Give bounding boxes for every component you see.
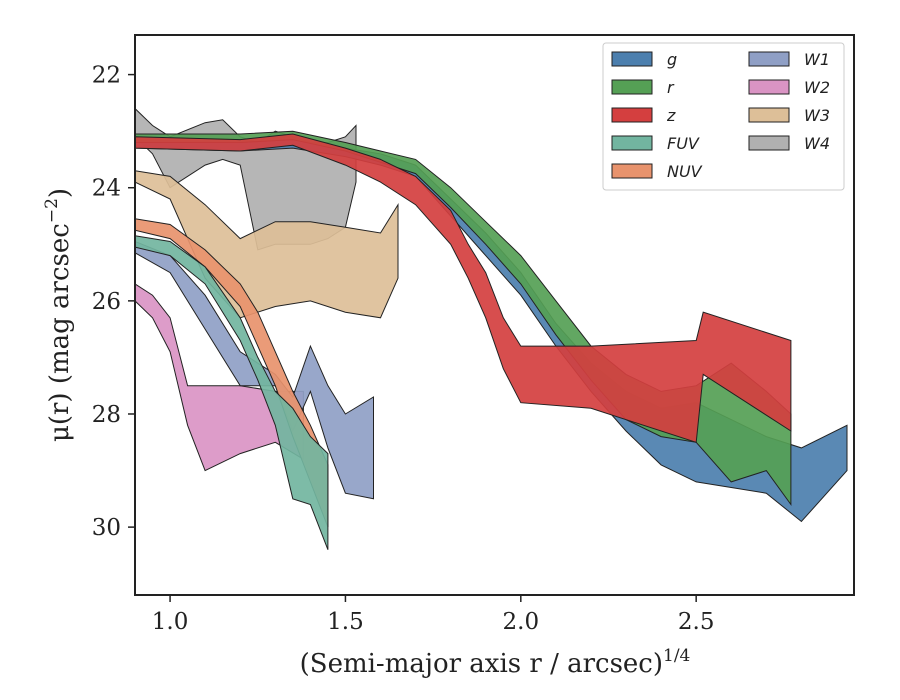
legend-swatch-w2 — [748, 79, 790, 95]
x-tick-label: 1.5 — [327, 609, 364, 635]
band-z — [135, 133, 792, 443]
x-tick-label: 2.0 — [503, 609, 540, 635]
y-tick-label: 26 — [92, 289, 121, 315]
legend-label-w3: W3 — [804, 106, 830, 125]
legend: grz FUV NUV W1 W2 W3 W4 — [602, 42, 845, 191]
legend-label-z: z — [666, 106, 676, 125]
y-tick-label: 22 — [92, 63, 121, 89]
legend-swatch-w4 — [748, 135, 790, 151]
legend-label-w2: W2 — [804, 78, 830, 97]
legend-swatch-nuv — [611, 163, 653, 179]
legend-label-r: r — [667, 78, 675, 97]
x-axis-label: (Semi-major axis r / arcsec)1/4 — [300, 646, 691, 679]
y-tick-label: 30 — [92, 515, 121, 541]
series-bands — [135, 107, 848, 550]
x-axis: 1.0 1.5 2.0 2.5 — [152, 595, 715, 635]
x-tick-label: 1.0 — [152, 609, 189, 635]
legend-label-g: g — [667, 50, 677, 69]
legend-swatch-w3 — [748, 107, 790, 123]
legend-swatch-z — [611, 107, 653, 123]
legend-label-w4: W4 — [804, 134, 830, 153]
legend-swatch-r — [611, 79, 653, 95]
y-axis-label: μ(r) (mag arcsec−2) — [42, 188, 75, 442]
plot-frame — [134, 34, 855, 596]
legend-swatch-w1 — [748, 51, 790, 67]
legend-label-fuv: FUV — [667, 134, 700, 153]
legend-label-w1: W1 — [804, 50, 830, 69]
y-tick-label: 28 — [92, 402, 121, 428]
y-tick-label: 24 — [92, 176, 121, 202]
y-axis: 22 24 26 28 30 — [92, 63, 135, 541]
legend-label-nuv: NUV — [667, 162, 703, 181]
x-tick-label: 2.5 — [678, 609, 715, 635]
legend-swatch-fuv — [611, 135, 653, 151]
band-fuv — [135, 235, 329, 550]
legend-swatch-g — [611, 51, 653, 67]
